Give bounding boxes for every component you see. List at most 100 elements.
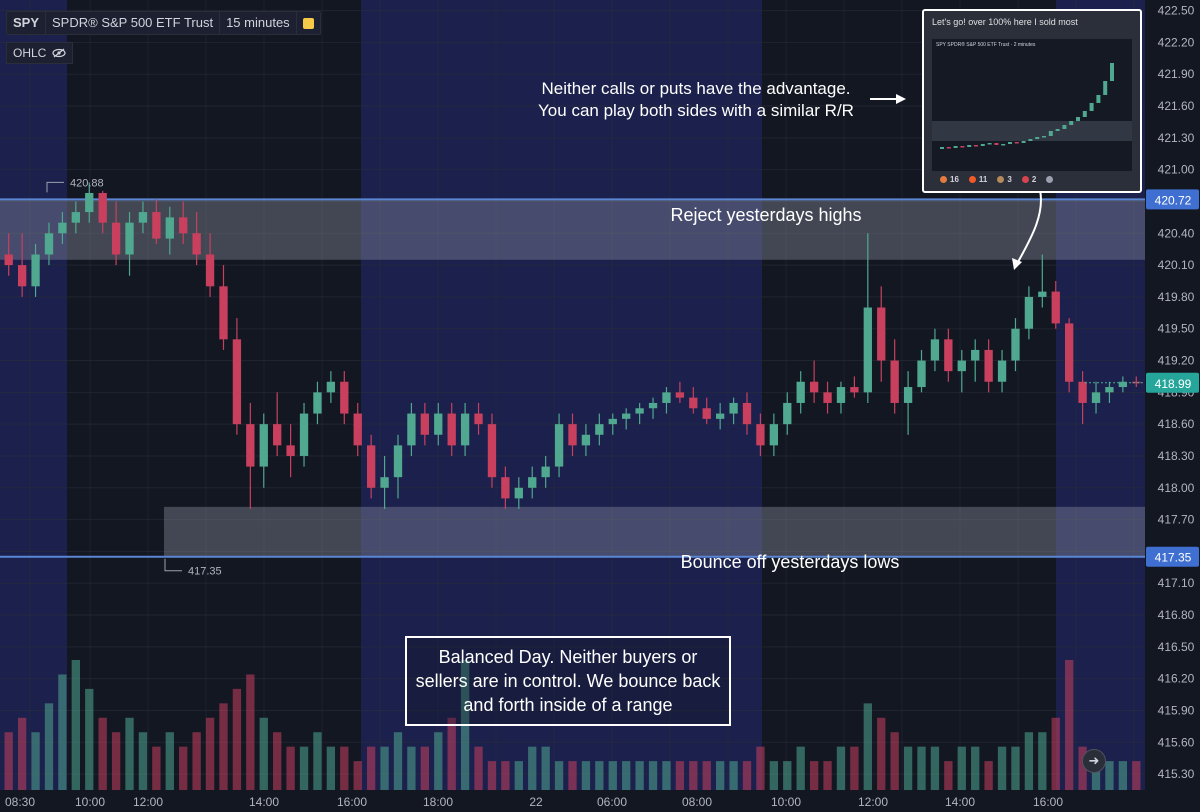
mini-candle <box>1082 111 1087 117</box>
candle-body <box>340 381 349 414</box>
candle-body <box>98 192 107 223</box>
candle-body <box>407 413 416 446</box>
note-icon[interactable] <box>302 17 314 29</box>
volume-bar <box>259 717 268 790</box>
price-tick-label: 419.20 <box>1158 354 1195 368</box>
volume-bar <box>501 761 510 790</box>
inset-caption: Let's go! over 100% here I sold most <box>932 17 1078 27</box>
candle-body <box>635 408 644 414</box>
candle-body <box>581 434 591 446</box>
volume-bar <box>756 746 765 790</box>
balanced-day-box: Balanced Day. Neither buyers or sellers … <box>405 636 731 726</box>
level-price-tag <box>1146 189 1199 210</box>
volume-bars <box>4 660 1141 790</box>
candles <box>4 182 1141 509</box>
symbol-ticker[interactable]: SPY <box>7 12 47 34</box>
time-tick-label: 06:00 <box>597 795 627 809</box>
volume-bar <box>165 732 174 790</box>
candle-body <box>58 222 67 234</box>
price-zones <box>0 199 1145 557</box>
volume-bar <box>554 761 564 790</box>
price-tick-label: 416.50 <box>1158 640 1195 654</box>
time-axis-background <box>0 790 1200 812</box>
reaction-rocket: 16 <box>940 175 959 184</box>
volume-bar <box>809 761 819 790</box>
interval-label[interactable]: 15 minutes <box>220 12 297 34</box>
volume-bar <box>1051 717 1060 790</box>
mini-candle <box>994 143 999 145</box>
volume-bar <box>648 761 658 790</box>
candle-body <box>353 413 362 446</box>
mini-candle <box>1069 121 1074 125</box>
ohlc-toggle[interactable]: OHLC <box>6 42 74 64</box>
candle-body <box>205 254 215 287</box>
candle-body <box>863 307 872 393</box>
candle-body <box>729 402 738 414</box>
volume-bar <box>997 746 1007 790</box>
price-tick-label: 420.40 <box>1158 226 1195 240</box>
volume-bar <box>98 717 107 790</box>
candle-body <box>997 360 1007 382</box>
volume-bar <box>568 761 577 790</box>
level-price-label: 420.72 <box>1155 193 1192 207</box>
volume-bar <box>393 732 403 790</box>
candle-body <box>756 424 765 446</box>
volume-bar <box>179 746 188 790</box>
candle-body <box>420 413 430 435</box>
candle-body <box>232 339 242 425</box>
add-reaction-icon[interactable] <box>1046 176 1054 183</box>
candle-body <box>85 192 94 213</box>
volume-bar <box>474 746 483 790</box>
candle-body <box>796 381 805 403</box>
volume-bar <box>971 746 980 790</box>
level-price-label: 417.35 <box>1155 551 1192 565</box>
volume-bar <box>111 732 121 790</box>
candle-body <box>514 487 523 499</box>
mini-candle <box>974 145 978 147</box>
price-axis-background <box>1145 0 1200 812</box>
price-tick-label: 422.50 <box>1158 4 1195 18</box>
candle-body <box>783 402 792 425</box>
mini-candle <box>1110 63 1114 81</box>
volume-bar <box>514 761 523 790</box>
volume-bar <box>71 660 80 790</box>
volume-bar <box>1024 732 1034 790</box>
low-marker-line <box>164 558 182 572</box>
volume-bar <box>447 717 456 790</box>
candle-body <box>286 445 295 456</box>
time-tick-label: 14:00 <box>249 795 279 809</box>
reaction-add[interactable] <box>1046 175 1054 184</box>
candle-body <box>608 418 617 425</box>
annotation-arrows <box>870 94 1042 270</box>
mini-candle <box>1042 136 1046 138</box>
reaction-money: 2 <box>1021 175 1036 184</box>
symbol-header[interactable]: SPY SPDR® S&P 500 ETF Trust 15 minutes <box>6 11 321 35</box>
neither-line-2: You can play both sides with a similar R… <box>538 101 854 120</box>
volume-bar <box>702 761 711 790</box>
mini-zone <box>932 121 1132 141</box>
price-tick-label: 418.00 <box>1158 481 1195 495</box>
scroll-to-realtime-button[interactable]: ➜ <box>1082 749 1106 773</box>
price-tick-label: 417.10 <box>1158 576 1195 590</box>
volume-bar <box>17 717 27 790</box>
price-tick-label: 419.50 <box>1158 322 1195 336</box>
candle-body <box>715 413 725 419</box>
candle-body <box>246 424 255 467</box>
candle-body <box>903 387 913 403</box>
price-tick-label: 422.20 <box>1158 35 1195 49</box>
candle-body <box>219 286 228 340</box>
mini-candle <box>1035 137 1040 139</box>
candle-body <box>689 397 698 409</box>
time-tick-label: 16:00 <box>337 795 367 809</box>
candle-body <box>1078 381 1087 403</box>
volume-bar <box>286 746 295 790</box>
candle-body <box>595 424 604 435</box>
eye-hidden-icon[interactable] <box>52 48 66 58</box>
candle-body <box>313 392 322 414</box>
mini-candle <box>1028 139 1033 141</box>
candle-body <box>957 360 966 372</box>
candle-body <box>460 413 470 446</box>
price-tick-label: 421.90 <box>1158 67 1195 81</box>
time-tick-label: 14:00 <box>945 795 975 809</box>
candle-body <box>1051 291 1060 324</box>
